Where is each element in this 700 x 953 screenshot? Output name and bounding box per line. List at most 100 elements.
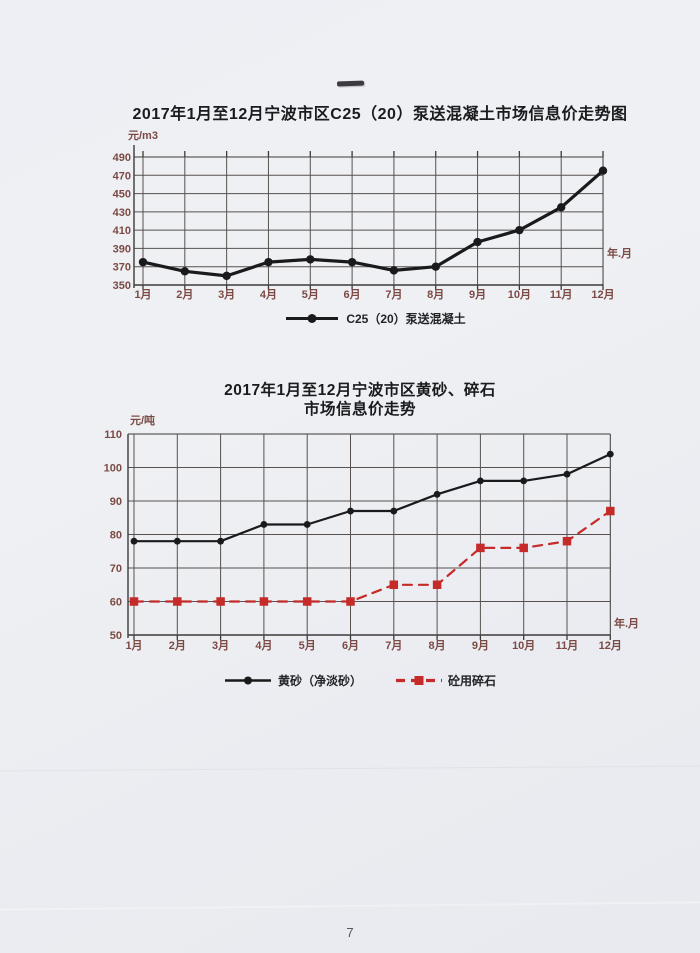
scan-crease [0,765,700,772]
x-tick-label: 10月 [512,639,535,652]
chart1-legend: C25（20）泵送混凝土 [90,310,660,327]
x-tick-label: 10月 [508,288,531,301]
data-point [520,477,528,485]
data-point [473,237,482,247]
y-tick-label: 450 [113,189,131,201]
page-number: 7 [346,925,354,940]
chart2-legend: 黄砂（净淡砂） 砼用碎石 [90,672,630,689]
data-point [389,580,399,589]
chart1-plot-area: 350 370 390 410 430 450 470 490 1月 2月 3月 4月 5月 6月 7月 8月… [113,129,632,301]
legend-item-gravel: 砼用碎石 [396,672,496,689]
y-tick-label: 100 [104,463,122,475]
chart2-title-line2: 市场信息价走势 [303,401,416,418]
legend-item-concrete: C25（20）泵送混凝土 [284,310,466,327]
data-point [431,262,440,271]
data-point [477,477,484,485]
header-ink-mark [336,80,365,87]
x-tick-label: 12月 [591,288,614,301]
x-tick-label: 7月 [385,639,402,652]
y-axis-unit-label: 元/m3 [128,129,158,142]
x-tick-label: 1月 [134,288,151,301]
data-point [476,543,485,553]
data-point [216,597,225,606]
data-point [180,267,190,276]
y-tick-label: 60 [110,597,122,609]
data-point [138,257,148,267]
data-point [130,537,138,545]
x-axis-note-label: 年.月 [614,616,639,630]
x-tick-label: 1月 [125,639,142,652]
x-tick-label: 9月 [472,639,489,652]
data-point [217,537,224,545]
chart2-title: 2017年1月至12月宁波市区黄砂、碎石 市场信息价走势 [90,381,630,419]
x-tick-label: 8月 [427,288,444,301]
data-point [519,543,528,553]
y-tick-label: 490 [113,152,131,164]
data-point [389,266,399,275]
data-point [173,537,181,545]
data-point [173,597,182,606]
legend-label-gravel: 砼用碎石 [448,674,497,688]
line-dot-marker-icon [224,676,271,685]
data-point [222,271,231,281]
x-tick-label: 9月 [469,288,486,301]
y-axis-unit-label: 元/吨 [130,413,155,427]
legend-item-sand: 黄砂（净淡砂） [224,672,362,689]
data-point [264,257,273,267]
y-tick-label: 410 [113,225,131,237]
data-point [306,255,315,264]
data-point [598,166,608,175]
x-tick-label: 2月 [169,639,186,652]
x-tick-label: 11月 [556,639,579,652]
x-tick-label: 6月 [342,639,359,652]
line-dot-marker-icon [286,314,339,323]
data-point [563,470,571,478]
y-tick-label: 390 [113,243,131,255]
data-point [346,597,355,606]
data-point [433,490,441,498]
data-point [390,507,398,515]
x-tick-label: 6月 [344,288,361,301]
data-point [303,521,311,528]
chart1-title: 2017年1月至12月宁波市区C25（20）泵送混凝土市场信息价走势图 [132,106,628,123]
data-point [347,507,354,515]
x-tick-label: 4月 [260,288,277,301]
y-tick-label: 70 [110,563,122,575]
series-line [132,452,612,543]
x-tick-label: 7月 [385,288,402,301]
data-point [259,597,269,606]
dashed-square-marker-icon [396,676,442,685]
x-tick-label: 5月 [299,639,316,652]
data-point [562,536,572,546]
x-tick-label: 8月 [429,639,446,652]
chart2-title-line1: 2017年1月至12月宁波市区黄砂、碎石 [224,382,496,399]
chart2-plot-area: 50 60 70 80 90 100 110 1月 2月 3月 4月 5月 6月 7月 8月 9月 10月 11月… [104,413,639,652]
y-tick-label: 80 [110,530,122,542]
legend-label-concrete: C25（20）泵送混凝土 [346,312,466,326]
scan-crease [0,901,700,911]
x-tick-label: 5月 [302,288,319,301]
data-point [432,580,442,589]
x-tick-label: 2月 [176,288,193,301]
data-point [260,521,268,528]
series-line [141,169,605,278]
x-tick-label: 3月 [212,639,229,652]
y-tick-label: 50 [110,630,122,642]
x-axis-note-label: 年.月 [607,246,632,260]
legend-label-sand: 黄砂（净淡砂） [277,674,362,688]
series-line [132,509,612,603]
x-tick-label: 11月 [550,288,573,301]
data-point [302,597,312,606]
data-point [606,506,615,516]
y-tick-label: 90 [110,496,122,508]
y-tick-label: 430 [113,207,131,219]
x-tick-label: 3月 [218,288,235,301]
y-tick-label: 110 [104,429,122,441]
data-point [557,203,566,212]
y-tick-label: 470 [113,170,131,182]
data-point [129,597,139,606]
data-point [606,450,614,458]
data-point [515,225,524,235]
x-tick-label: 4月 [255,639,272,652]
